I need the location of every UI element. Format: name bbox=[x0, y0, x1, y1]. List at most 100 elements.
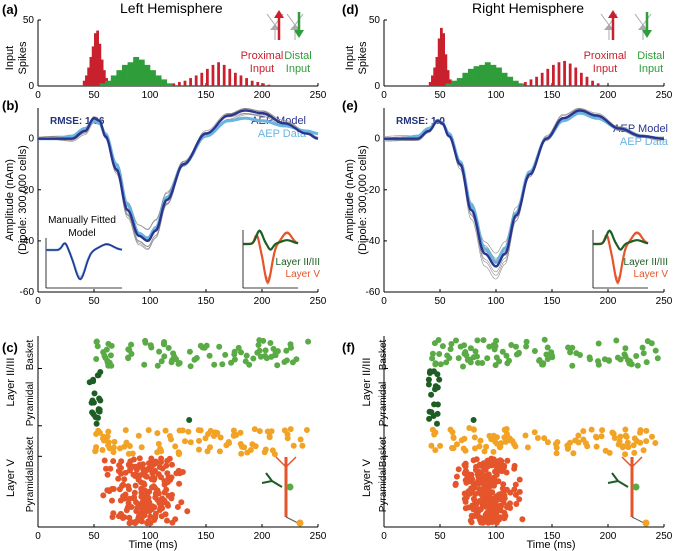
raster-right-spike bbox=[461, 350, 468, 357]
raster-right-spike bbox=[447, 346, 454, 353]
aep-left-x-tick-label: 200 bbox=[254, 296, 271, 307]
raster-right-spike bbox=[500, 481, 507, 488]
input-right-bar bbox=[435, 56, 439, 86]
raster-left-spike bbox=[293, 356, 300, 363]
raster-right-x-tick-label: 50 bbox=[434, 531, 446, 542]
aep-right-model-line bbox=[384, 109, 664, 268]
raster-right-spike bbox=[462, 460, 469, 467]
raster-left-l5-neuron-branch bbox=[285, 456, 297, 468]
input-left-bar bbox=[262, 83, 265, 86]
raster-left-spike bbox=[126, 486, 132, 493]
raster-left-spike bbox=[267, 340, 274, 346]
input-right-x-tick-label: 100 bbox=[488, 90, 505, 101]
raster-right-spike bbox=[425, 376, 432, 383]
raster-right-spike bbox=[531, 429, 538, 436]
raster-right-spike bbox=[643, 438, 650, 445]
raster-right-l23-neuron-branch bbox=[611, 472, 619, 482]
distal-neuron-icon bbox=[634, 12, 652, 40]
raster-right-spike bbox=[501, 515, 508, 521]
raster-left-spike bbox=[219, 361, 226, 368]
raster-right-spike bbox=[652, 440, 659, 446]
raster-left-spike bbox=[93, 420, 100, 427]
raster-left-spike bbox=[262, 446, 269, 453]
raster-right-spike bbox=[482, 466, 489, 473]
raster-left-spike bbox=[89, 397, 96, 404]
input-left-bar bbox=[87, 67, 91, 86]
input-right-bar bbox=[468, 68, 474, 86]
raster-right-spike bbox=[484, 479, 491, 486]
raster-right-spike bbox=[639, 344, 646, 351]
inset-layer23-legend-right: Layer II/III bbox=[624, 257, 668, 268]
raster-right-spike bbox=[429, 350, 436, 357]
raster-right-spike bbox=[461, 470, 468, 477]
input-right-bar bbox=[431, 75, 434, 86]
raster-right-spike bbox=[630, 442, 637, 449]
raster-left-spike bbox=[196, 437, 202, 444]
input-left-bar bbox=[99, 83, 106, 86]
raster-left-spike bbox=[195, 427, 202, 434]
raster-right-l23-basket-icon bbox=[632, 483, 640, 491]
raster-right-spike bbox=[479, 502, 486, 509]
raster-right-spike bbox=[634, 362, 641, 369]
input-right-x-tick-label: 200 bbox=[600, 90, 617, 101]
raster-right-spike bbox=[554, 439, 561, 446]
raster-left-spike bbox=[158, 358, 165, 365]
raster-left-spike bbox=[299, 442, 306, 449]
raster-right-spike bbox=[466, 490, 473, 497]
raster-right-spike bbox=[511, 486, 518, 493]
raster-left-spike bbox=[109, 497, 115, 504]
raster-right-spike bbox=[468, 519, 475, 526]
input-left-bar bbox=[222, 64, 226, 86]
raster-left-layer23-label: Layer II/III bbox=[5, 358, 17, 407]
raster-left-x-tick-label: 150 bbox=[198, 531, 215, 542]
raster-right-spike bbox=[485, 514, 491, 521]
raster-right-spike bbox=[492, 362, 499, 369]
input-right-bar bbox=[442, 33, 446, 86]
raster-left-spike bbox=[104, 471, 111, 478]
raster-left-spike bbox=[141, 468, 148, 475]
raster-left-spike bbox=[255, 342, 262, 348]
input-right-bar bbox=[445, 83, 452, 86]
raster-left-spike bbox=[178, 499, 185, 506]
raster-left-spike bbox=[243, 352, 250, 359]
raster-left-spike bbox=[187, 363, 194, 370]
input-right-bar bbox=[568, 63, 572, 86]
raster-left-spike bbox=[94, 343, 101, 350]
raster-left-spike bbox=[96, 406, 103, 413]
input-left-bar bbox=[94, 33, 97, 86]
input-ylabel-left-1: Input bbox=[4, 46, 16, 70]
raster-right-spike bbox=[569, 362, 576, 369]
raster-right-basket-cell-icon bbox=[642, 519, 650, 527]
raster-left-spike bbox=[105, 340, 112, 347]
input-left-bar bbox=[217, 62, 220, 86]
raster-left-spike bbox=[128, 519, 135, 526]
raster-right-spike bbox=[428, 391, 435, 398]
proximal-label-2: Input bbox=[250, 63, 274, 75]
raster-right-spike bbox=[454, 441, 460, 448]
raster-left-spike bbox=[203, 342, 210, 349]
panel-label-d: (d) bbox=[342, 2, 359, 17]
raster-right-spike bbox=[649, 433, 655, 440]
raster-right-spike bbox=[587, 356, 593, 363]
raster-left-spike bbox=[290, 442, 297, 449]
input-left-bar bbox=[256, 82, 260, 86]
raster-left-spike bbox=[152, 458, 159, 465]
raster-left-spike bbox=[125, 450, 132, 457]
raster-right-spike bbox=[513, 351, 520, 358]
raster-left-spike bbox=[287, 341, 294, 348]
raster-left-spike bbox=[142, 339, 149, 346]
raster-right-l5-neuron-branch bbox=[631, 456, 643, 468]
manual-inset-model-line bbox=[46, 242, 123, 281]
input-left-bar bbox=[100, 59, 104, 86]
raster-left-basket-cell-icon bbox=[296, 519, 304, 527]
raster-right-spike bbox=[580, 428, 587, 435]
raster-right-spike bbox=[434, 401, 441, 408]
raster-right-spike bbox=[470, 506, 477, 513]
input-right-bar bbox=[546, 68, 550, 86]
raster-right-spike bbox=[513, 343, 519, 350]
raster-left-spike bbox=[257, 353, 264, 360]
input-right-bar bbox=[580, 72, 583, 86]
raster-left-spike bbox=[93, 356, 100, 362]
input-left-bar bbox=[206, 68, 209, 86]
raster-left-spike bbox=[249, 441, 256, 448]
